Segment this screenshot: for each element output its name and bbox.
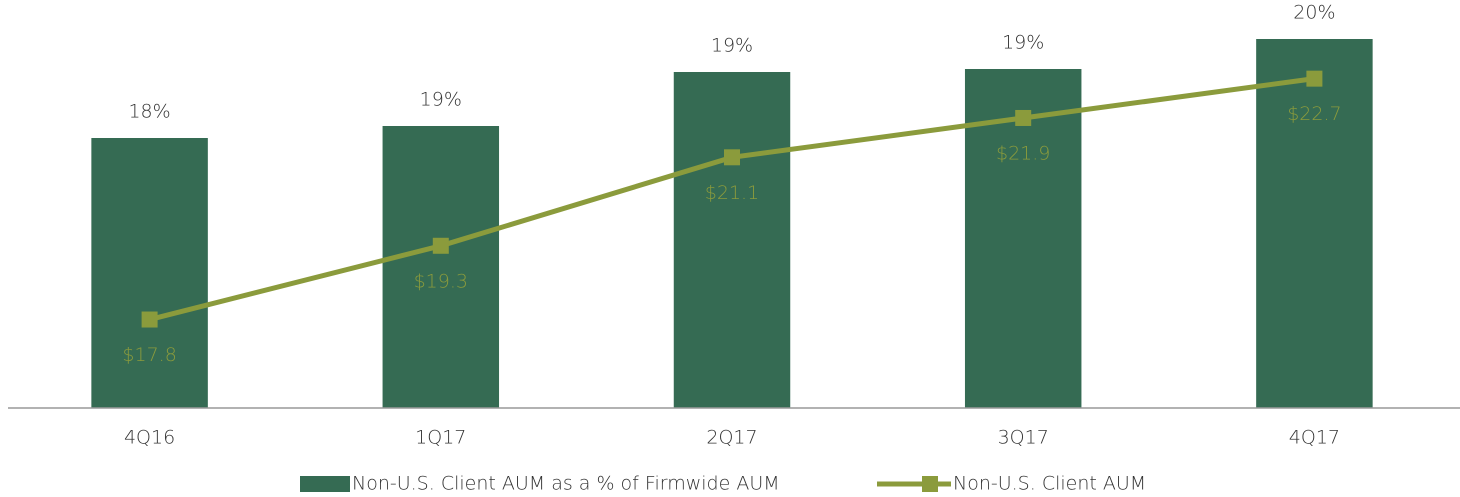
bar [382, 126, 500, 408]
x-tick-label: 1Q17 [415, 427, 466, 449]
line-marker [1306, 70, 1323, 87]
legend-label: Non-U.S. Client AUM [953, 473, 1146, 495]
legend-label: Non-U.S. Client AUM as a % of Firmwide A… [352, 473, 780, 495]
bar [1256, 39, 1373, 408]
line-label: $21.1 [705, 182, 759, 204]
bar-label: 18% [128, 101, 170, 123]
legend-swatch [300, 476, 350, 492]
bar-label: 20% [1293, 2, 1335, 24]
line-label: $22.7 [1287, 103, 1341, 125]
x-tick-label: 3Q17 [998, 427, 1049, 449]
line-label: $19.3 [414, 270, 468, 292]
line-marker [141, 311, 158, 328]
bar-label: 19% [420, 89, 462, 111]
x-tick-label: 4Q16 [124, 427, 175, 449]
line-label: $17.8 [122, 344, 176, 366]
line-marker [724, 149, 740, 166]
bar-label: 19% [711, 35, 753, 57]
x-tick-label: 4Q17 [1289, 427, 1340, 449]
line-marker [432, 237, 449, 254]
bar [673, 72, 791, 408]
line-label: $21.9 [996, 142, 1050, 164]
x-tick-label: 2Q17 [706, 427, 757, 449]
legend-swatch-marker [922, 476, 938, 492]
bar-label: 19% [1002, 32, 1044, 54]
bar [91, 138, 208, 408]
line-marker [1015, 109, 1032, 126]
